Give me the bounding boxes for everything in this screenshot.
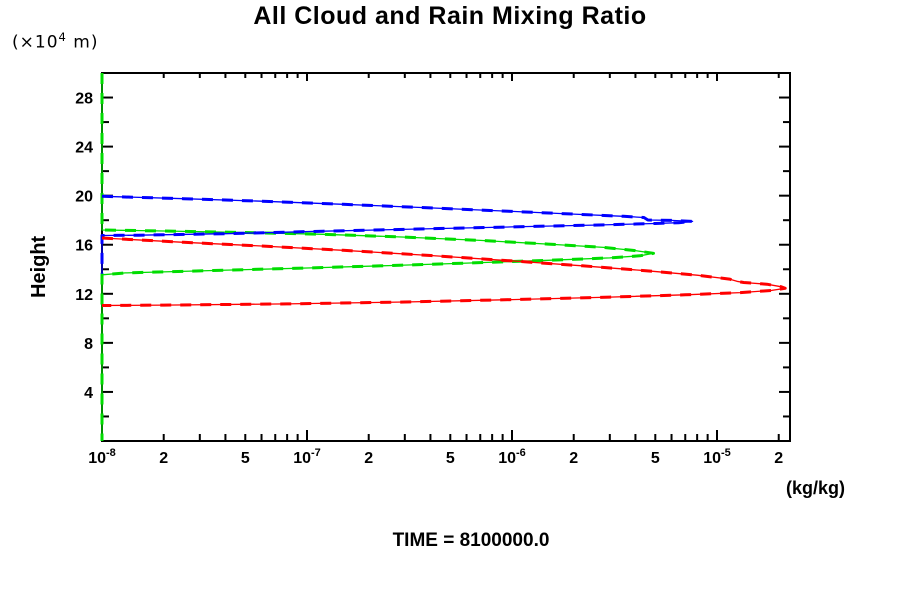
- svg-text:12: 12: [75, 287, 93, 304]
- svg-text:16: 16: [75, 238, 93, 255]
- y-axis-tick-labels: 4 8 12 16 20 24 28: [75, 91, 93, 402]
- svg-text:24: 24: [75, 140, 93, 157]
- svg-text:8: 8: [84, 336, 93, 353]
- svg-text:2: 2: [159, 450, 168, 467]
- svg-text:20: 20: [75, 189, 93, 206]
- series-line-cloud-green: [101, 73, 655, 441]
- y-unit-exponent: 4: [58, 30, 67, 44]
- series-dash-cloud-green: [100, 73, 655, 441]
- svg-text:2: 2: [569, 450, 578, 467]
- series-dash-rain-red: [101, 236, 787, 307]
- y-unit-prefix: (×10: [12, 32, 59, 53]
- y-unit-suffix: m): [66, 32, 99, 53]
- svg-text:10-8: 10-8: [88, 447, 116, 467]
- series-dash-cloud-blue: [100, 194, 695, 274]
- chart-title: All Cloud and Rain Mixing Ratio: [253, 2, 647, 30]
- x-axis-unit-label: (kg/kg): [786, 478, 846, 498]
- x-axis-ticks: [101, 73, 780, 441]
- x-axis-tick-labels: 10-8 2 5 10-7 2 5 10-6 2 5 10-5 2: [88, 447, 783, 467]
- svg-text:2: 2: [774, 450, 783, 467]
- series-line-cloud-blue: [101, 195, 694, 274]
- y-axis-unit-label: (×104 m): [12, 30, 98, 53]
- time-label: TIME = 8100000.0: [392, 530, 550, 551]
- svg-text:4: 4: [84, 385, 93, 402]
- svg-text:28: 28: [75, 91, 93, 108]
- series-line-rain-red: [101, 237, 786, 307]
- svg-text:10-5: 10-5: [703, 447, 731, 467]
- svg-text:2: 2: [364, 450, 373, 467]
- svg-text:10-7: 10-7: [293, 447, 321, 467]
- series-curves: [100, 73, 787, 441]
- svg-text:10-6: 10-6: [498, 447, 526, 467]
- svg-text:5: 5: [651, 450, 660, 467]
- svg-text:5: 5: [446, 450, 455, 467]
- svg-text:5: 5: [241, 450, 250, 467]
